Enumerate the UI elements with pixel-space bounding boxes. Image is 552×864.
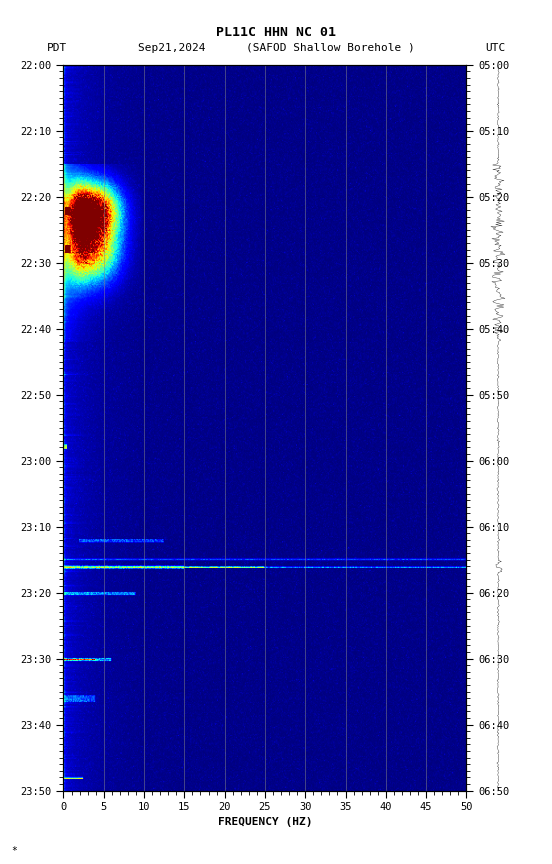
X-axis label: FREQUENCY (HZ): FREQUENCY (HZ) [217,816,312,827]
Text: UTC: UTC [485,43,505,54]
Text: Sep21,2024      (SAFOD Shallow Borehole ): Sep21,2024 (SAFOD Shallow Borehole ) [137,43,415,54]
Text: PL11C HHN NC 01: PL11C HHN NC 01 [216,26,336,40]
Text: *: * [11,846,17,855]
Text: PDT: PDT [47,43,67,54]
